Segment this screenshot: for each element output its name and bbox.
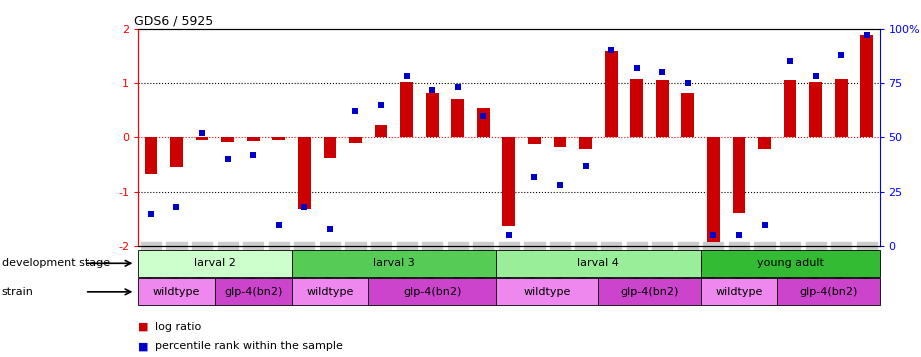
Bar: [195, 137, 208, 140]
Bar: [777, 278, 880, 305]
Text: wildtype: wildtype: [153, 287, 200, 297]
Text: glp-4(bn2): glp-4(bn2): [403, 287, 461, 297]
Bar: [247, 137, 260, 141]
Bar: [503, 137, 515, 226]
Text: wildtype: wildtype: [523, 287, 571, 297]
Text: wildtype: wildtype: [716, 287, 763, 297]
Bar: [758, 137, 771, 150]
Bar: [349, 137, 362, 143]
Bar: [682, 93, 694, 137]
Bar: [496, 278, 599, 305]
Text: ■: ■: [138, 341, 148, 351]
Bar: [784, 80, 797, 137]
Bar: [605, 51, 617, 137]
Bar: [323, 137, 336, 158]
Text: glp-4(bn2): glp-4(bn2): [620, 287, 679, 297]
Bar: [170, 137, 183, 167]
Bar: [599, 278, 701, 305]
Bar: [292, 278, 368, 305]
Bar: [732, 137, 745, 212]
Text: glp-4(bn2): glp-4(bn2): [224, 287, 283, 297]
Bar: [273, 137, 286, 140]
Bar: [138, 250, 292, 277]
Bar: [630, 79, 643, 137]
Bar: [215, 278, 292, 305]
Bar: [810, 82, 822, 137]
Text: young adult: young adult: [757, 258, 823, 268]
Bar: [834, 79, 847, 137]
Bar: [579, 137, 592, 150]
Bar: [292, 250, 496, 277]
Bar: [138, 278, 215, 305]
Bar: [707, 137, 720, 242]
Bar: [860, 35, 873, 137]
Text: larval 3: larval 3: [373, 258, 414, 268]
Bar: [221, 137, 234, 142]
Bar: [451, 99, 464, 137]
Text: larval 4: larval 4: [577, 258, 619, 268]
Bar: [477, 107, 490, 137]
Bar: [401, 82, 413, 137]
Text: glp-4(bn2): glp-4(bn2): [799, 287, 857, 297]
Text: GDS6 / 5925: GDS6 / 5925: [134, 14, 214, 27]
Bar: [554, 137, 566, 147]
Bar: [701, 250, 880, 277]
Text: percentile rank within the sample: percentile rank within the sample: [155, 341, 343, 351]
Bar: [701, 278, 777, 305]
Bar: [496, 250, 701, 277]
Bar: [375, 125, 388, 137]
Text: ■: ■: [138, 322, 148, 332]
Text: strain: strain: [2, 287, 34, 297]
Bar: [297, 137, 310, 209]
Text: larval 2: larval 2: [194, 258, 236, 268]
Bar: [528, 137, 541, 144]
Bar: [145, 137, 157, 175]
Text: development stage: development stage: [2, 258, 110, 268]
Text: log ratio: log ratio: [155, 322, 201, 332]
Bar: [426, 93, 438, 137]
Text: wildtype: wildtype: [306, 287, 354, 297]
Bar: [656, 80, 669, 137]
Bar: [368, 278, 496, 305]
